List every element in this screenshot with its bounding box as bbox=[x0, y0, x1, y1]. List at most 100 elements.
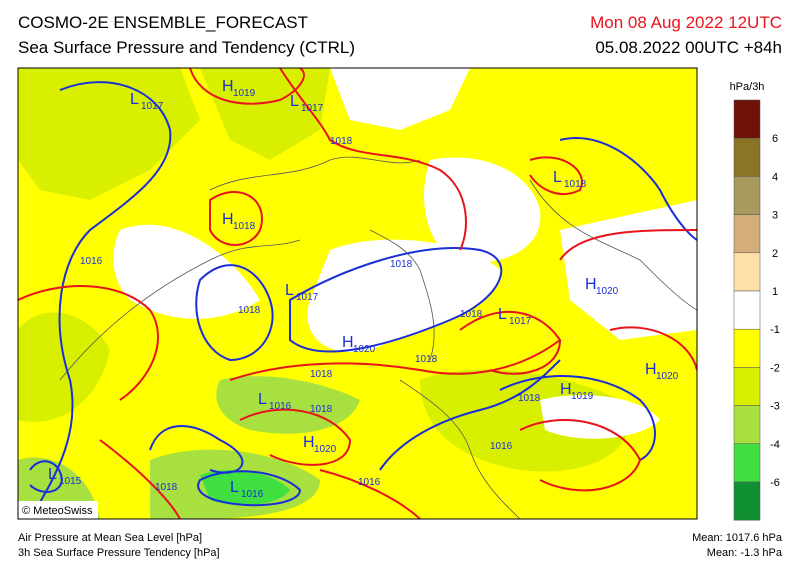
title: COSMO-2E ENSEMBLE_FORECAST bbox=[18, 13, 308, 32]
valid-time: Mon 08 Aug 2022 12UTC bbox=[590, 13, 782, 32]
border bbox=[59, 239, 301, 381]
legend-label: -1 bbox=[770, 324, 780, 336]
legend-label: -6 bbox=[770, 477, 780, 489]
pressure-center-value: 1020 bbox=[656, 371, 679, 382]
border bbox=[209, 156, 421, 191]
legend-swatch bbox=[733, 481, 761, 521]
tendency-area bbox=[540, 395, 660, 439]
pressure-center-value: 1015 bbox=[59, 476, 82, 487]
isobar bbox=[319, 469, 421, 519]
isobar bbox=[29, 460, 64, 493]
isobar-label: 1016 bbox=[358, 477, 381, 488]
legend-swatch bbox=[733, 405, 761, 445]
isobar bbox=[18, 285, 160, 401]
tendency-area bbox=[18, 68, 200, 200]
pressure-center-kind: H bbox=[342, 334, 354, 351]
pressure-center-kind: L bbox=[285, 282, 294, 299]
isobar bbox=[499, 375, 656, 461]
pressure-center-kind: H bbox=[222, 211, 234, 228]
pressure-center-value: 1016 bbox=[241, 489, 264, 500]
pressure-center-value: 1020 bbox=[353, 344, 376, 355]
isobar bbox=[99, 439, 181, 519]
tendency-area bbox=[200, 470, 290, 506]
pressure-center-kind: H bbox=[222, 78, 234, 95]
isobar-label: 1018 bbox=[155, 482, 178, 493]
legend-label: 2 bbox=[772, 248, 778, 260]
isobar bbox=[609, 326, 697, 371]
legend-swatch bbox=[733, 176, 761, 215]
isobar bbox=[559, 137, 697, 241]
pressure-center-kind: H bbox=[585, 276, 597, 293]
isobar bbox=[29, 81, 172, 519]
coastline bbox=[529, 179, 697, 311]
isobar bbox=[379, 359, 561, 471]
credit-box bbox=[18, 501, 98, 519]
isobar bbox=[189, 68, 305, 105]
legend-swatch bbox=[733, 443, 761, 483]
isobar-label: 1018 bbox=[238, 305, 261, 316]
legend-swatch bbox=[733, 328, 761, 368]
isobar-label: 1018 bbox=[415, 354, 438, 365]
tendency-area bbox=[330, 68, 470, 130]
pressure-center-kind: L bbox=[230, 479, 239, 496]
pressure-center-value: 1017 bbox=[296, 292, 319, 303]
footer-line: 3h Sea Surface Pressure Tendency [hPa] bbox=[18, 547, 220, 559]
isobar-label: 1018 bbox=[310, 369, 333, 380]
pressure-center-kind: L bbox=[290, 93, 299, 110]
pressure-center-value: 1017 bbox=[301, 103, 324, 114]
legend-label: 6 bbox=[772, 133, 778, 145]
isobar bbox=[519, 419, 642, 492]
legend-swatch bbox=[733, 137, 761, 177]
pressure-center-kind: L bbox=[130, 91, 139, 108]
mean-tendency: Mean: -1.3 hPa bbox=[707, 547, 783, 559]
pressure-center-value: 1017 bbox=[509, 316, 532, 327]
pressure-center-value: 1018 bbox=[564, 179, 587, 190]
pressure-center-value: 1020 bbox=[314, 444, 337, 455]
legend: hPa/3h 6 4 3 2 1 -1 -2 -3 -4 -6 bbox=[730, 81, 780, 521]
pressure-center-kind: L bbox=[553, 169, 562, 186]
legend-swatch bbox=[733, 99, 761, 139]
isobar bbox=[239, 408, 352, 466]
legend-label: -4 bbox=[770, 439, 780, 451]
isobar bbox=[529, 156, 583, 195]
pressure-center-kind: H bbox=[645, 361, 657, 378]
tendency-area bbox=[420, 369, 629, 472]
run-time: 05.08.2022 00UTC +84h bbox=[595, 38, 782, 57]
legend-label: 1 bbox=[772, 286, 778, 298]
pressure-center-value: 1017 bbox=[141, 101, 164, 112]
isobar bbox=[197, 470, 302, 507]
legend-title: hPa/3h bbox=[730, 81, 765, 93]
isobar bbox=[289, 247, 503, 353]
tendency-area bbox=[200, 68, 330, 160]
pressure-center-value: 1018 bbox=[233, 221, 256, 232]
footer-line: Air Pressure at Mean Sea Level [hPa] bbox=[18, 532, 202, 544]
legend-swatch bbox=[733, 252, 761, 292]
legend-swatch bbox=[733, 367, 761, 406]
pressure-center-kind: H bbox=[560, 381, 572, 398]
coastline bbox=[399, 379, 521, 519]
isobar-label: 1018 bbox=[460, 309, 483, 320]
legend-swatch bbox=[733, 290, 761, 330]
legend-label: 3 bbox=[772, 210, 778, 222]
isobar-label: 1016 bbox=[490, 441, 513, 452]
tendency-area bbox=[560, 200, 697, 340]
legend-swatch bbox=[733, 214, 761, 254]
pressure-center-kind: L bbox=[258, 391, 267, 408]
isobar bbox=[279, 68, 467, 251]
tendency-area bbox=[216, 376, 360, 434]
isobar bbox=[195, 264, 274, 362]
tendency-area bbox=[18, 312, 110, 422]
legend-label: -3 bbox=[770, 401, 780, 413]
pressure-center-kind: L bbox=[498, 306, 507, 323]
credit: © MeteoSwiss bbox=[22, 505, 93, 517]
isobar-label: 1018 bbox=[330, 136, 353, 147]
subtitle: Sea Surface Pressure and Tendency (CTRL) bbox=[18, 38, 355, 57]
pressure-center-kind: L bbox=[48, 466, 57, 483]
isobar-label: 1018 bbox=[518, 393, 541, 404]
legend-label: 4 bbox=[772, 171, 778, 183]
mean-pressure: Mean: 1017.6 hPa bbox=[692, 532, 783, 544]
pressure-center-value: 1020 bbox=[596, 286, 619, 297]
